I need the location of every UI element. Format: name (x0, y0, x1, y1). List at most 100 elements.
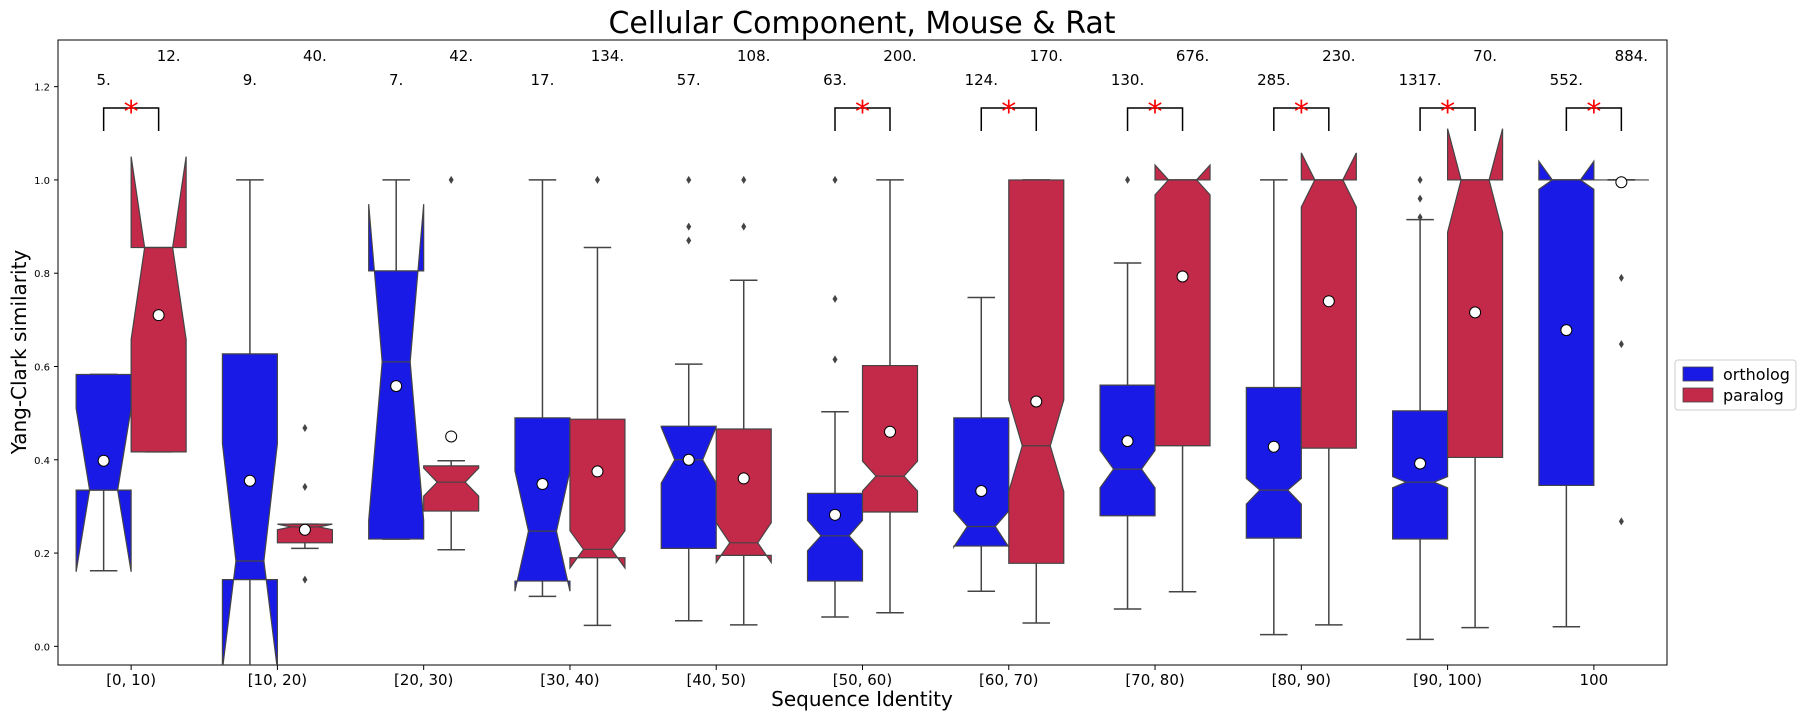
notched-box (660, 425, 717, 549)
significance-star: * (855, 95, 870, 130)
mean-marker (243, 474, 256, 487)
mean-marker (298, 523, 311, 536)
count-label-paralog: 230. (1322, 47, 1355, 65)
mean-marker (737, 472, 750, 485)
count-label-ortholog: 552. (1550, 71, 1583, 89)
box-ortholog-6 (953, 296, 1010, 593)
count-label-paralog: 108. (737, 47, 770, 65)
outlier-point (302, 482, 308, 491)
mean-marker (884, 425, 896, 438)
count-label-paralog: 200. (883, 47, 916, 65)
y-axis-ticks: 0.0 0.2 0.4 0.6 0.8 1.0 1.2 (34, 83, 58, 653)
mean-marker (975, 485, 988, 498)
x-axis-label: Sequence Identity (771, 687, 953, 711)
notched-box (221, 353, 279, 665)
count-label-paralog: 884. (1615, 47, 1648, 65)
legend-label-paralog: paralog (1723, 386, 1784, 405)
outlier-point (1618, 340, 1624, 349)
sample-count-labels: 5. 12. 9. 40. 7. 42. 17. 134. 57. 108. 63. 200. 124.… (96, 47, 1648, 89)
count-label-ortholog: 63. (823, 71, 847, 89)
outlier-point (1417, 213, 1423, 222)
significance-bracket (1126, 107, 1184, 131)
x-tick-label: [80, 90) (1272, 671, 1331, 689)
mean-marker (1176, 270, 1189, 283)
outlier-point (832, 294, 838, 303)
mean-marker (1414, 457, 1427, 470)
significance-bracket (1565, 107, 1623, 131)
significance-bracket (1419, 107, 1476, 131)
significance-star: * (1001, 95, 1016, 130)
y-tick-label: 1.0 (34, 176, 50, 187)
count-label-paralog: 40. (303, 47, 327, 65)
notched-box (1154, 163, 1211, 447)
box-paralog-7 (1154, 163, 1211, 593)
outlier-point (741, 222, 747, 231)
outlier-point (1618, 517, 1624, 526)
plot-layer (75, 128, 1649, 665)
count-label-paralog: 676. (1176, 47, 1209, 65)
count-label-paralog: 134. (591, 47, 624, 65)
outlier-point (686, 236, 692, 245)
legend-label-ortholog: ortholog (1723, 365, 1790, 384)
mean-marker (390, 380, 403, 393)
y-tick-label: 0.2 (34, 549, 50, 560)
significance-bracket (102, 107, 160, 131)
outlier-point (1125, 175, 1131, 184)
box-paralog-0 (130, 156, 187, 453)
significance-star: * (1440, 95, 1455, 130)
outlier-point (1417, 175, 1423, 184)
count-label-ortholog: 7. (389, 71, 403, 89)
x-tick-label: [30, 40) (540, 671, 599, 689)
count-label-paralog: 42. (449, 47, 473, 65)
box-paralog-2 (423, 175, 480, 551)
notched-box (130, 156, 187, 453)
x-tick-label: [90, 100) (1413, 671, 1482, 689)
x-tick-label: [50, 60) (833, 671, 892, 689)
outlier-point (1618, 273, 1624, 282)
count-label-ortholog: 5. (96, 71, 110, 89)
legend-swatch-ortholog (1682, 366, 1714, 382)
x-axis-ticks: [0, 10) [10, 20) [20, 30) [30, 40) [40, 50) [… (106, 665, 1608, 689)
box-paralog-3 (569, 175, 626, 627)
box-ortholog-2 (368, 179, 425, 540)
outlier-point (302, 424, 308, 433)
significance-bracket (834, 107, 891, 131)
outlier-point (686, 222, 692, 231)
notched-box (569, 418, 626, 570)
mean-marker (536, 478, 549, 491)
outlier-point (832, 355, 838, 364)
notched-box (1008, 179, 1065, 564)
y-tick-label: 1.2 (34, 83, 50, 94)
box-ortholog-9 (1391, 175, 1449, 641)
notched-box (423, 465, 480, 512)
mean-marker (591, 465, 604, 478)
count-label-ortholog: 9. (243, 71, 257, 89)
box-paralog-10 (1593, 176, 1649, 526)
legend: ortholog paralog (1674, 359, 1797, 411)
y-tick-label: 0.8 (34, 269, 50, 280)
notched-box (1538, 159, 1595, 487)
x-tick-label: [20, 30) (394, 671, 453, 689)
notched-box (715, 428, 772, 565)
y-axis-label: Yang-Clark similarity (7, 250, 31, 456)
significance-star: * (124, 95, 139, 130)
notched-box (861, 364, 919, 513)
significance-star: * (1148, 95, 1163, 130)
box-ortholog-1 (221, 179, 279, 665)
outlier-point (448, 175, 454, 184)
mean-marker (1267, 440, 1280, 453)
mean-marker (1469, 306, 1482, 319)
mean-marker (445, 430, 458, 443)
x-tick-label: 100 (1580, 671, 1609, 689)
significance-star: * (1586, 95, 1601, 130)
box-paralog-5 (861, 179, 919, 614)
mean-marker (1121, 435, 1134, 448)
x-tick-label: [40, 50) (687, 671, 746, 689)
x-tick-label: [70, 80) (1125, 671, 1184, 689)
significance-star: * (1294, 95, 1309, 130)
chart-title: Cellular Component, Mouse & Rat (608, 6, 1115, 41)
notched-box (1099, 384, 1156, 517)
box-paralog-6 (1008, 179, 1065, 624)
count-label-ortholog: 17. (531, 71, 555, 89)
